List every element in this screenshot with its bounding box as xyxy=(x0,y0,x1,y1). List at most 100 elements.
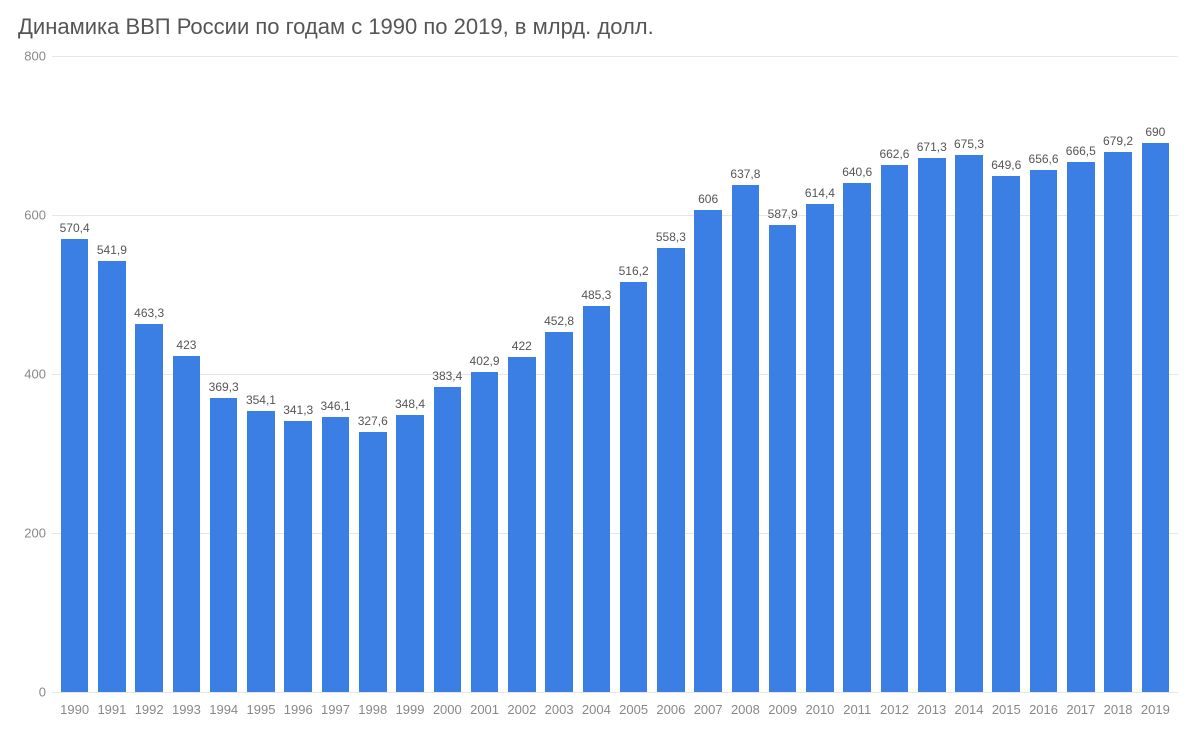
x-tick-label: 2005 xyxy=(615,696,652,720)
x-tick-label: 1996 xyxy=(280,696,317,720)
bar: 656,6 xyxy=(1030,170,1058,692)
x-tick-label: 1994 xyxy=(205,696,242,720)
y-tick-label: 800 xyxy=(6,49,46,64)
bar: 369,3 xyxy=(210,398,238,692)
bar: 671,3 xyxy=(918,158,946,692)
bar: 666,5 xyxy=(1067,162,1095,692)
bar-value-label: 606 xyxy=(698,192,718,206)
bar-value-label: 570,4 xyxy=(60,221,90,235)
bar: 452,8 xyxy=(545,332,573,692)
x-tick-label: 1993 xyxy=(168,696,205,720)
x-tick-label: 1992 xyxy=(131,696,168,720)
y-tick-label: 200 xyxy=(6,526,46,541)
bar-slot: 341,3 xyxy=(280,56,317,692)
bar-slot: 587,9 xyxy=(764,56,801,692)
x-tick-label: 2019 xyxy=(1137,696,1174,720)
bar-slot: 656,6 xyxy=(1025,56,1062,692)
x-tick-label: 1997 xyxy=(317,696,354,720)
bar-value-label: 649,6 xyxy=(991,158,1021,172)
bar-slot: 369,3 xyxy=(205,56,242,692)
x-tick-label: 1999 xyxy=(391,696,428,720)
bar: 354,1 xyxy=(247,411,275,693)
x-tick-label: 2011 xyxy=(839,696,876,720)
bar-slot: 606 xyxy=(690,56,727,692)
x-tick-label: 2007 xyxy=(690,696,727,720)
gridline xyxy=(52,692,1178,693)
bar-slot: 570,4 xyxy=(56,56,93,692)
x-tick-label: 1991 xyxy=(93,696,130,720)
x-tick-label: 2002 xyxy=(503,696,540,720)
bar-slot: 614,4 xyxy=(801,56,838,692)
bar: 463,3 xyxy=(135,324,163,692)
bar-value-label: 423 xyxy=(176,338,196,352)
bar: 423 xyxy=(173,356,201,692)
bar-slot: 452,8 xyxy=(540,56,577,692)
bar-slot: 662,6 xyxy=(876,56,913,692)
x-tick-label: 2004 xyxy=(578,696,615,720)
bar-value-label: 516,2 xyxy=(619,264,649,278)
bar-value-label: 640,6 xyxy=(842,165,872,179)
bar-value-label: 662,6 xyxy=(879,147,909,161)
y-tick-label: 400 xyxy=(6,367,46,382)
bar-value-label: 656,6 xyxy=(1029,152,1059,166)
bar-slot: 558,3 xyxy=(652,56,689,692)
x-tick-label: 2013 xyxy=(913,696,950,720)
bar-value-label: 671,3 xyxy=(917,140,947,154)
bar-value-label: 541,9 xyxy=(97,243,127,257)
bar-value-label: 666,5 xyxy=(1066,144,1096,158)
x-tick-label: 2012 xyxy=(876,696,913,720)
bar-slot: 640,6 xyxy=(839,56,876,692)
x-axis-labels: 1990199119921993199419951996199719981999… xyxy=(52,696,1178,720)
bar: 541,9 xyxy=(98,261,126,692)
bar-slot: 671,3 xyxy=(913,56,950,692)
bar: 341,3 xyxy=(284,421,312,692)
bar-slot: 383,4 xyxy=(429,56,466,692)
bar-slot: 463,3 xyxy=(131,56,168,692)
bar-slot: 516,2 xyxy=(615,56,652,692)
x-tick-label: 2014 xyxy=(950,696,987,720)
bar-value-label: 614,4 xyxy=(805,186,835,200)
bar-value-label: 327,6 xyxy=(358,414,388,428)
bar-slot: 402,9 xyxy=(466,56,503,692)
chart-title: Динамика ВВП России по годам с 1990 по 2… xyxy=(18,14,1178,40)
bar-slot: 649,6 xyxy=(988,56,1025,692)
plot-area: 570,4 541,9 463,3 423 369,3 354,1 341,3 346,1 32… xyxy=(52,56,1178,692)
bar-value-label: 346,1 xyxy=(320,399,350,413)
bar: 614,4 xyxy=(806,204,834,692)
bar: 485,3 xyxy=(583,306,611,692)
x-tick-label: 2001 xyxy=(466,696,503,720)
bar-slot: 637,8 xyxy=(727,56,764,692)
bar-value-label: 341,3 xyxy=(283,403,313,417)
bar: 587,9 xyxy=(769,225,797,692)
bar-value-label: 354,1 xyxy=(246,393,276,407)
x-tick-label: 1998 xyxy=(354,696,391,720)
bar-slot: 690 xyxy=(1137,56,1174,692)
bar: 675,3 xyxy=(955,155,983,692)
bar-slot: 679,2 xyxy=(1099,56,1136,692)
bar: 640,6 xyxy=(843,183,871,692)
bar-value-label: 402,9 xyxy=(470,354,500,368)
y-tick-label: 0 xyxy=(6,685,46,700)
bar-slot: 666,5 xyxy=(1062,56,1099,692)
bar-slot: 485,3 xyxy=(578,56,615,692)
bar: 679,2 xyxy=(1104,152,1132,692)
bar-value-label: 383,4 xyxy=(432,369,462,383)
x-tick-label: 2006 xyxy=(652,696,689,720)
bar-slot: 346,1 xyxy=(317,56,354,692)
bar-value-label: 587,9 xyxy=(768,207,798,221)
x-tick-label: 2000 xyxy=(429,696,466,720)
bar-value-label: 348,4 xyxy=(395,397,425,411)
bar-value-label: 452,8 xyxy=(544,314,574,328)
bar-value-label: 422 xyxy=(512,339,532,353)
x-tick-label: 1990 xyxy=(56,696,93,720)
bar-value-label: 463,3 xyxy=(134,306,164,320)
bar: 662,6 xyxy=(881,165,909,692)
bar: 570,4 xyxy=(61,239,89,692)
bar: 637,8 xyxy=(732,185,760,692)
bar-slot: 675,3 xyxy=(950,56,987,692)
bar: 346,1 xyxy=(322,417,350,692)
y-tick-label: 600 xyxy=(6,208,46,223)
chart-container: 0 200 400 600 800 570,4 541,9 463,3 423 369,3 354… xyxy=(6,50,1178,720)
bar-slot: 354,1 xyxy=(242,56,279,692)
x-tick-label: 2018 xyxy=(1099,696,1136,720)
